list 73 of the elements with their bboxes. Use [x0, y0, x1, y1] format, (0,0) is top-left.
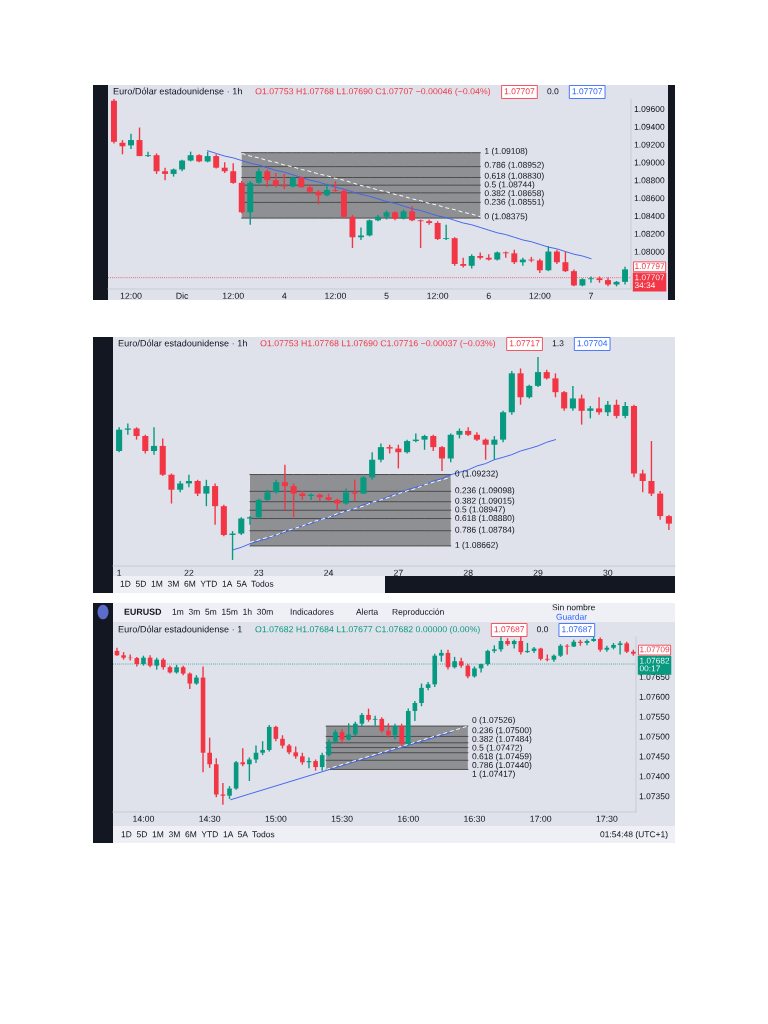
- series-label: 0.382 (1.08658): [484, 189, 544, 198]
- text: 1.07687: [494, 626, 525, 633]
- x-tick-label: 16:00: [397, 815, 419, 822]
- series-label: 0.618 (1.07459): [472, 753, 532, 762]
- text: Reproducción: [392, 608, 444, 617]
- y-tick-label: 1.08600: [634, 195, 665, 202]
- text: Alerta: [356, 608, 379, 615]
- series-label: 0.786 (1.08952): [484, 161, 544, 170]
- x-tick-label: 17:30: [596, 815, 618, 822]
- x-tick-label: 14:30: [199, 815, 221, 822]
- x-tick-label: 16:30: [464, 815, 486, 822]
- y-tick-label: 1.07550: [639, 713, 670, 720]
- text: Sin nombre: [552, 604, 595, 611]
- text: 0.0: [536, 626, 549, 633]
- candlestick: [417, 218, 424, 249]
- y-tick-label: 1.07350: [639, 793, 670, 800]
- y-tick-label: 1.09000: [634, 159, 665, 166]
- chart-subtitle: O1.07753 H1.07768 L1.07690 C1.07707 −0.00046 (−0.04%): [255, 87, 491, 97]
- text: 0.0: [547, 88, 559, 95]
- x-tick-label: 6: [486, 292, 491, 299]
- text: 1.07687: [562, 626, 592, 633]
- x-tick-label: 17:00: [530, 815, 552, 822]
- text: EURUSD: [124, 608, 162, 615]
- text: 1.07709: [640, 646, 670, 653]
- chart-subtitle: O1.07682 H1.07684 L1.07677 C1.07682 0.00000 (0.00%): [255, 625, 480, 635]
- candlestick: [613, 398, 620, 420]
- series-label: 0 (1.07526): [472, 716, 515, 725]
- y-tick-label: 1.07650: [639, 673, 670, 680]
- ref-line-label: 1.07682 00:17: [639, 657, 670, 672]
- series-label: 1 (1.09108): [485, 147, 528, 156]
- series-label: 0.5 (1.08744): [484, 181, 535, 190]
- series-label: 0.618 (1.08830): [484, 172, 544, 181]
- x-tick-label: 12:00: [529, 292, 551, 299]
- series-label: 1 (1.07417): [472, 770, 515, 779]
- x-tick-label: 4: [282, 292, 287, 299]
- text: 1.07797: [635, 263, 665, 270]
- y-tick-label: 1.07500: [639, 733, 670, 740]
- x-tick-label: 5: [384, 292, 389, 299]
- chart-title: Euro/Dólar estadounidense · 1h: [113, 87, 242, 95]
- text: 01:54:48 (UTC+1): [600, 831, 668, 839]
- y-tick-label: 1.09600: [634, 105, 665, 112]
- x-tick-label: 12:00: [120, 292, 142, 299]
- y-tick-label: 1.09200: [634, 141, 665, 148]
- x-tick-label: 12:00: [427, 292, 449, 299]
- y-tick-label: 1.08200: [634, 230, 665, 237]
- x-tick-label: 15:30: [331, 815, 353, 822]
- x-tick-label: 12:00: [325, 292, 347, 299]
- series-label: 0.5 (1.07472): [472, 744, 522, 753]
- y-tick-label: 1.08400: [634, 213, 665, 220]
- y-tick-label: 1.07400: [639, 773, 670, 780]
- series-label: 0.382 (1.07484): [472, 735, 532, 744]
- chart-title: Euro/Dólar estadounidense · 1: [118, 625, 242, 633]
- series-label: 0.236 (1.07500): [472, 727, 532, 735]
- text: Guardar: [556, 613, 587, 620]
- series-label: 0 (1.08375): [484, 213, 528, 221]
- y-tick-label: 1.07450: [639, 753, 670, 760]
- text: 1.07707: [504, 88, 535, 95]
- text: Indicadores: [290, 608, 334, 615]
- text: 1.07707: [572, 88, 603, 95]
- x-tick-label: 15:00: [265, 815, 287, 822]
- series-label: 0.786 (1.07440): [472, 761, 532, 770]
- x-tick-label: 7: [588, 292, 593, 299]
- text: 1m 3m 5m 15m 1h 30m: [172, 608, 273, 615]
- text: 1D 5D 1M 3M 6M YTD 1A 5A Todos: [121, 831, 275, 838]
- y-tick-label: 1.08800: [634, 177, 665, 184]
- x-tick-label: 12:00: [222, 292, 244, 299]
- ref-line-label: 1.07707 34:34: [634, 274, 665, 289]
- y-tick-label: 1.07600: [639, 693, 670, 700]
- x-tick-label: Dic: [176, 292, 189, 299]
- y-tick-label: 1.09400: [634, 123, 665, 130]
- series-label: 0.236 (1.08551): [484, 198, 544, 207]
- x-tick-label: 14:00: [133, 815, 155, 822]
- y-tick-label: 1.08000: [634, 248, 665, 255]
